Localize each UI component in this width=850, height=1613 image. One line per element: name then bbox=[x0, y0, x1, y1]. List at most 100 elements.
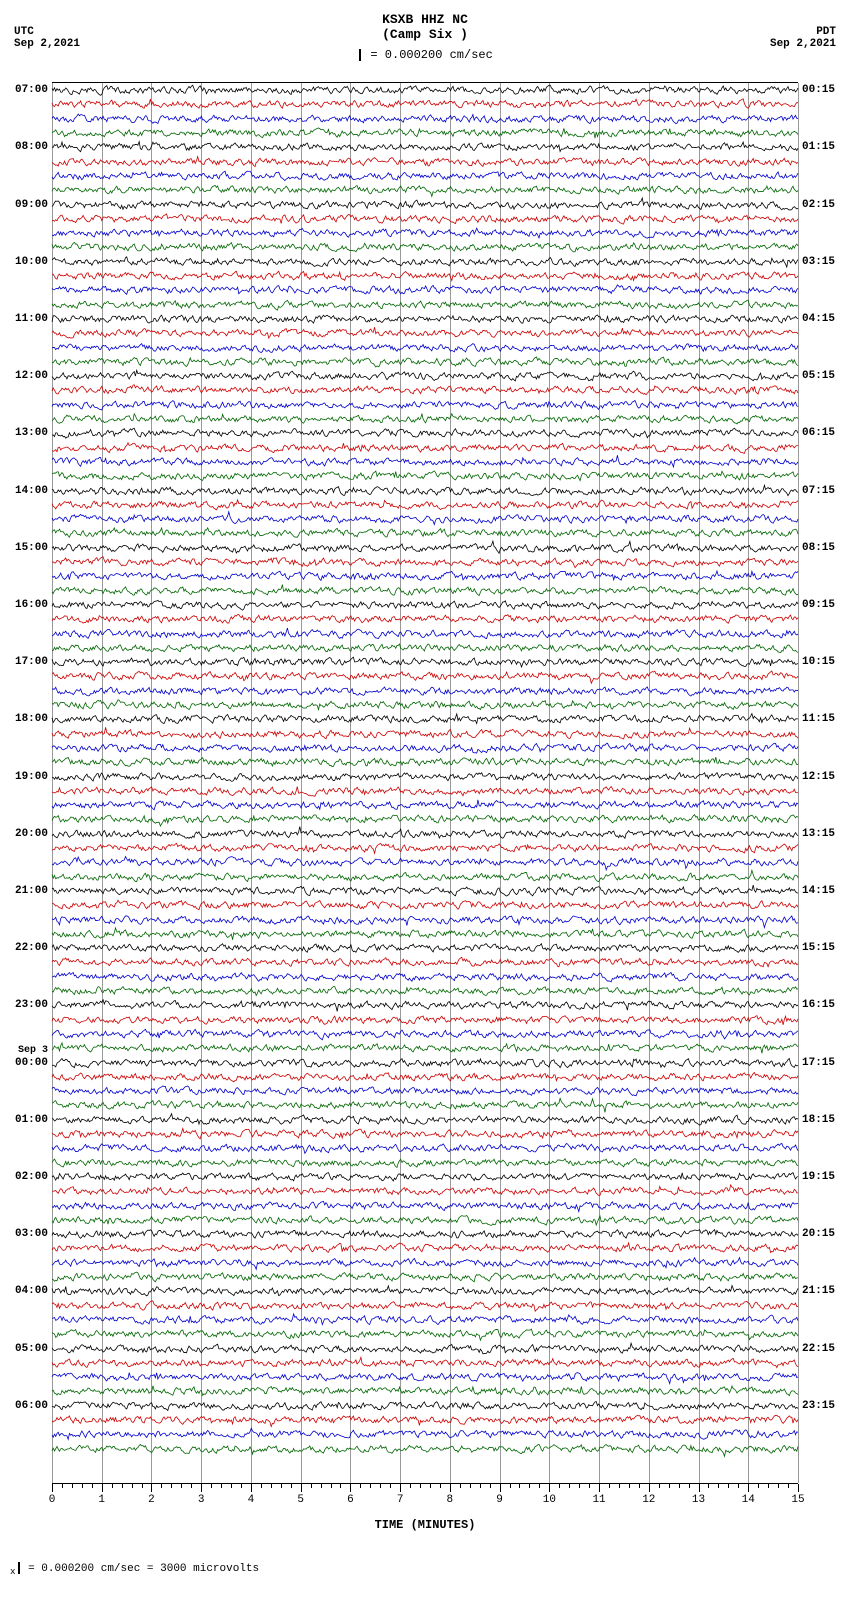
x-tick-minor bbox=[331, 1484, 332, 1488]
x-tick bbox=[748, 1484, 749, 1492]
pdt-hour-label: 21:15 bbox=[802, 1285, 835, 1297]
utc-hour-label: 19:00 bbox=[15, 771, 48, 783]
utc-hour-label: 13:00 bbox=[15, 427, 48, 439]
x-tick-minor bbox=[589, 1484, 590, 1488]
x-tick-minor bbox=[161, 1484, 162, 1488]
x-tick bbox=[549, 1484, 550, 1492]
x-tick-minor bbox=[92, 1484, 93, 1488]
x-tick-label: 14 bbox=[742, 1494, 755, 1506]
pdt-hour-label: 14:15 bbox=[802, 885, 835, 897]
x-tick-minor bbox=[380, 1484, 381, 1488]
x-tick-label: 11 bbox=[592, 1494, 605, 1506]
utc-hour-label: 09:00 bbox=[15, 199, 48, 211]
x-tick-minor bbox=[72, 1484, 73, 1488]
x-tick-label: 9 bbox=[496, 1494, 503, 1506]
pdt-hour-label: 13:15 bbox=[802, 828, 835, 840]
pdt-hour-label: 09:15 bbox=[802, 599, 835, 611]
pdt-hour-label: 15:15 bbox=[802, 942, 835, 954]
pdt-hour-label: 19:15 bbox=[802, 1171, 835, 1183]
pdt-hour-label: 20:15 bbox=[802, 1228, 835, 1240]
x-tick-minor bbox=[122, 1484, 123, 1488]
x-tick-label: 1 bbox=[98, 1494, 105, 1506]
x-tick-minor bbox=[519, 1484, 520, 1488]
x-tick bbox=[450, 1484, 451, 1492]
x-tick-minor bbox=[430, 1484, 431, 1488]
x-tick-minor bbox=[529, 1484, 530, 1488]
x-tick-minor bbox=[470, 1484, 471, 1488]
x-tick-minor bbox=[241, 1484, 242, 1488]
pdt-hour-label: 03:15 bbox=[802, 256, 835, 268]
x-tick-minor bbox=[639, 1484, 640, 1488]
pdt-hour-label: 08:15 bbox=[802, 542, 835, 554]
pdt-hour-label: 10:15 bbox=[802, 656, 835, 668]
x-tick-minor bbox=[390, 1484, 391, 1488]
x-tick-minor bbox=[321, 1484, 322, 1488]
x-tick-minor bbox=[281, 1484, 282, 1488]
pdt-label: PDT bbox=[770, 26, 836, 38]
x-tick-label: 4 bbox=[248, 1494, 255, 1506]
x-tick-minor bbox=[490, 1484, 491, 1488]
x-tick-minor bbox=[659, 1484, 660, 1488]
x-axis-title: TIME (MINUTES) bbox=[10, 1518, 840, 1532]
utc-hour-label: 04:00 bbox=[15, 1285, 48, 1297]
utc-hour-label: 12:00 bbox=[15, 370, 48, 382]
x-tick-minor bbox=[370, 1484, 371, 1488]
x-tick-minor bbox=[480, 1484, 481, 1488]
x-tick-minor bbox=[778, 1484, 779, 1488]
gridline bbox=[798, 83, 799, 1483]
x-tick-minor bbox=[132, 1484, 133, 1488]
x-tick-minor bbox=[360, 1484, 361, 1488]
x-tick-minor bbox=[171, 1484, 172, 1488]
x-tick bbox=[649, 1484, 650, 1492]
x-tick-minor bbox=[62, 1484, 63, 1488]
x-tick bbox=[52, 1484, 53, 1492]
x-tick-minor bbox=[291, 1484, 292, 1488]
utc-hour-label: 06:00 bbox=[15, 1400, 48, 1412]
utc-hour-label: 10:00 bbox=[15, 256, 48, 268]
x-tick-label: 2 bbox=[148, 1494, 155, 1506]
x-tick-minor bbox=[788, 1484, 789, 1488]
x-tick-minor bbox=[460, 1484, 461, 1488]
right-timezone: PDT Sep 2,2021 bbox=[770, 26, 836, 50]
x-tick-minor bbox=[340, 1484, 341, 1488]
x-tick-minor bbox=[768, 1484, 769, 1488]
utc-date: Sep 2,2021 bbox=[14, 38, 80, 50]
x-tick bbox=[102, 1484, 103, 1492]
utc-hour-label: 23:00 bbox=[15, 999, 48, 1011]
x-tick-label: 0 bbox=[49, 1494, 56, 1506]
x-tick-minor bbox=[420, 1484, 421, 1488]
x-tick-minor bbox=[221, 1484, 222, 1488]
x-tick-minor bbox=[728, 1484, 729, 1488]
pdt-hour-label: 06:15 bbox=[802, 427, 835, 439]
x-tick-minor bbox=[112, 1484, 113, 1488]
scale-indicator: = 0.000200 cm/sec bbox=[10, 48, 840, 62]
x-tick-minor bbox=[679, 1484, 680, 1488]
x-tick-label: 6 bbox=[347, 1494, 354, 1506]
x-tick-minor bbox=[708, 1484, 709, 1488]
pdt-hour-label: 22:15 bbox=[802, 1343, 835, 1355]
utc-label: UTC bbox=[14, 26, 80, 38]
utc-hour-label: 14:00 bbox=[15, 485, 48, 497]
x-tick bbox=[798, 1484, 799, 1492]
x-tick-label: 13 bbox=[692, 1494, 705, 1506]
x-tick bbox=[699, 1484, 700, 1492]
x-tick-minor bbox=[758, 1484, 759, 1488]
x-axis: 0123456789101112131415 bbox=[52, 1483, 798, 1516]
x-tick-label: 15 bbox=[791, 1494, 804, 1506]
x-tick-minor bbox=[738, 1484, 739, 1488]
utc-hour-label: 07:00 bbox=[15, 84, 48, 96]
x-tick-label: 3 bbox=[198, 1494, 205, 1506]
station-code: KSXB HHZ NC bbox=[10, 12, 840, 27]
x-tick-minor bbox=[669, 1484, 670, 1488]
x-tick-minor bbox=[211, 1484, 212, 1488]
x-tick-minor bbox=[629, 1484, 630, 1488]
utc-hour-label: 21:00 bbox=[15, 885, 48, 897]
x-tick-minor bbox=[539, 1484, 540, 1488]
left-timezone: UTC Sep 2,2021 bbox=[14, 26, 80, 50]
footer-scale: x = 0.000200 cm/sec = 3000 microvolts bbox=[10, 1562, 840, 1577]
pdt-hour-label: 02:15 bbox=[802, 199, 835, 211]
x-tick-minor bbox=[82, 1484, 83, 1488]
x-tick-minor bbox=[579, 1484, 580, 1488]
utc-hour-label: 11:00 bbox=[15, 313, 48, 325]
x-tick-minor bbox=[181, 1484, 182, 1488]
